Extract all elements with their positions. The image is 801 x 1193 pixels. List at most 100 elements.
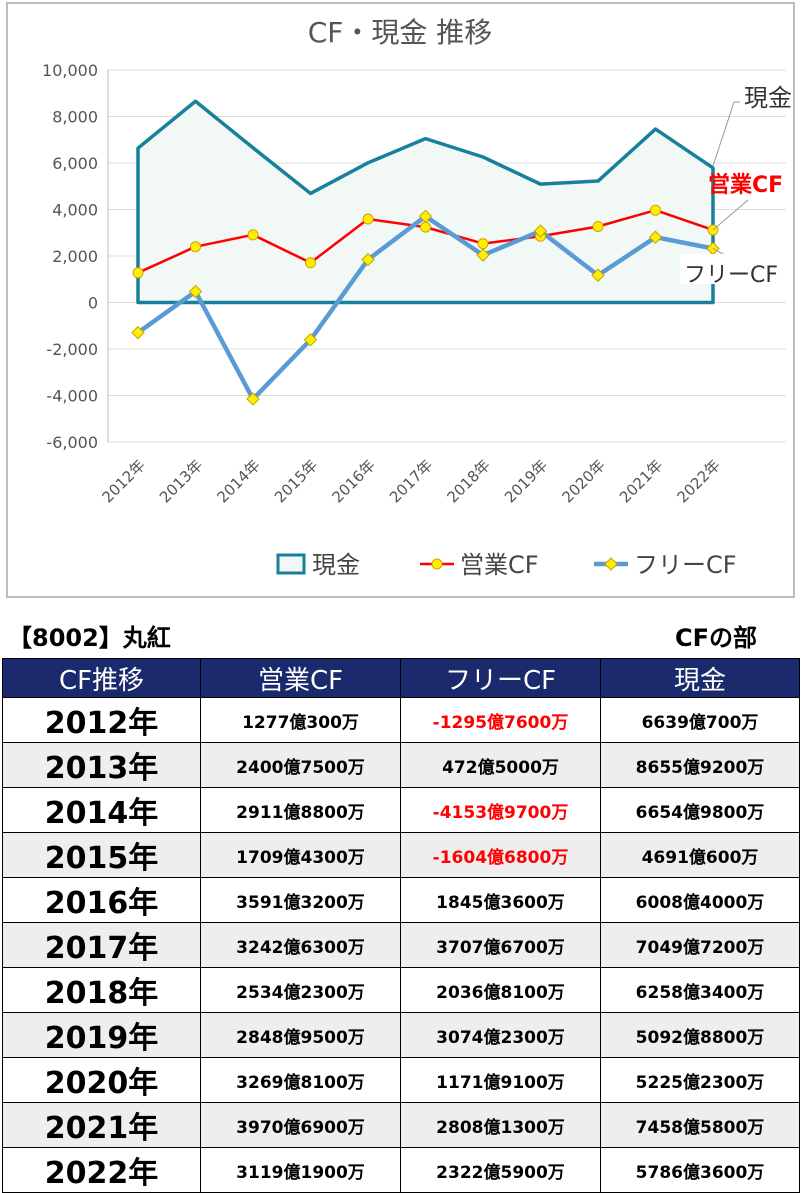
annotation-label: フリーCF [684,263,778,288]
year-cell: 2022年 [2,1147,201,1193]
cash-cell: 7049億7200万 [600,922,800,968]
operating-cf-cell: 3119億1900万 [200,1147,401,1193]
point-free-cf [303,333,318,347]
operating-cf-cell: 1277億300万 [200,697,401,743]
free-cf-cell: -1604億6800万 [400,832,601,878]
series-area-cash [136,99,715,305]
free-cf-cell: 2036億8100万 [400,967,601,1013]
table-body: 2012年 1277億300万 -1295億7600万 6639億700万 2013年 2… [2,697,800,1193]
company-title: 【8002】丸紅 [8,624,171,652]
point-operating-cf [190,241,201,253]
y-tick-label: 10,000 [42,61,98,80]
operating-cf-cell: 3970億6900万 [200,1102,401,1148]
x-tick-label: 2017年 [386,456,436,506]
table-row: 2014年 2911億8800万 -4153億9700万 6654億9800万 [2,787,800,833]
cash-cell: 6639億700万 [600,697,800,743]
x-tick-label: 2022年 [673,456,723,506]
operating-cf-cell: 1709億4300万 [200,832,401,878]
point-free-cf [418,209,433,224]
x-tick-label: 2018年 [443,456,493,506]
year-cell: 2015年 [2,832,201,878]
table-row: 2018年 2534億2300万 2036億8100万 6258億3400万 [2,967,800,1013]
column-header-operating-cf: 営業CF [200,658,401,698]
column-header-cash: 現金 [600,658,800,698]
y-tick-label: 4,000 [52,201,98,220]
year-cell: 2017年 [2,922,201,968]
point-operating-cf [420,221,431,233]
legend-swatch-cash [276,553,306,575]
cash-cell: 5225億2300万 [600,1057,800,1103]
x-tick-label: 2012年 [98,456,148,506]
legend-marker-free-cf [604,557,618,571]
free-cf-cell: 3707億6700万 [400,922,601,968]
table-row: 2016年 3591億3200万 1845億3600万 6008億4000万 [2,877,800,923]
point-free-cf [648,230,663,244]
cf-cash-chart: CF・現金 推移 10,000 8,000 6,000 4,000 2,000 0 -2,0… [42,16,792,579]
y-tick-label: 2,000 [52,247,98,266]
y-tick-label: 8,000 [52,108,98,127]
year-cell: 2020年 [2,1057,201,1103]
table-row: 2019年 2848億9500万 3074億2300万 5092億8800万 [2,1012,800,1058]
column-header-period: CF推移 [2,658,201,698]
point-operating-cf [477,238,489,250]
cash-cell: 4691億600万 [600,832,800,878]
free-cf-cell: 3074億2300万 [400,1012,601,1058]
x-tick-label: 2021年 [616,456,666,506]
point-operating-cf [247,229,259,241]
legend: 現金 営業CF フリーCF [276,551,737,579]
cash-cell: 5092億8800万 [600,1012,800,1058]
point-operating-cf [132,267,144,279]
point-free-cf [246,392,260,406]
series-layer [131,99,720,406]
table-row: 2015年 1709億4300万 -1604億6800万 4691億600万 [2,832,800,878]
year-cell: 2013年 [2,742,201,788]
operating-cf-cell: 2534億2300万 [200,967,401,1013]
y-tick-label: -2,000 [46,340,98,359]
table-header-row: CF推移 営業CF フリーCF 現金 [2,658,800,698]
table-row: 2022年 3119億1900万 2322億5900万 5786億3600万 [2,1147,800,1193]
point-free-cf [361,252,375,267]
legend-marker-operating-cf [431,558,443,570]
x-tick-label: 2016年 [328,456,378,506]
cash-cell: 6008億4000万 [600,877,800,923]
x-tick-label: 2019年 [501,456,551,506]
table-row: 2021年 3970億6900万 2808億1300万 7458億5800万 [2,1102,800,1148]
annotation-leader [712,199,749,231]
column-header-free-cf: フリーCF [400,658,601,698]
cash-cell: 6654億9800万 [600,787,800,833]
free-cf-cell: 2322億5900万 [400,1147,601,1193]
free-cf-cell: -4153億9700万 [400,787,601,833]
operating-cf-cell: 3269億8100万 [200,1057,401,1103]
operating-cf-cell: 2848億9500万 [200,1012,401,1058]
y-axis-ticks: 10,000 8,000 6,000 4,000 2,000 0 -2,000 -4,000 -… [42,61,98,452]
point-operating-cf [650,204,661,216]
point-free-cf [533,224,548,238]
year-cell: 2021年 [2,1102,201,1148]
operating-cf-cell: 2400億7500万 [200,742,401,788]
point-free-cf [591,268,605,282]
annotation-bg [680,254,788,284]
legend-label-cash: 現金 [312,551,360,579]
chart-frame: CF・現金 推移 10,000 8,000 6,000 4,000 2,000 0 -2,0… [6,2,795,598]
point-free-cf [131,325,145,340]
annotation-label: 営業CF [708,172,783,198]
free-cf-cell: 1845億3600万 [400,877,601,923]
section-title: CFの部 [674,624,757,652]
free-cf-cell: 1171億9100万 [400,1057,601,1103]
chart-title: CF・現金 推移 [308,16,493,49]
x-tick-label: 2015年 [271,456,321,506]
point-operating-cf [592,220,604,232]
point-operating-cf [362,213,374,225]
x-tick-label: 2014年 [213,456,263,506]
cf-table: CF推移 営業CF フリーCF 現金 2012年 1277億300万 -1295億7… [2,658,800,1193]
y-tick-label: 0 [88,294,98,313]
operating-cf-cell: 3591億3200万 [200,877,401,923]
annotation-leader [712,101,740,167]
free-cf-cell: 472億5000万 [400,742,601,788]
y-tick-label: 6,000 [52,154,98,173]
year-cell: 2019年 [2,1012,201,1058]
table-row: 2020年 3269億8100万 1171億9100万 5225億2300万 [2,1057,800,1103]
table-row: 2013年 2400億7500万 472億5000万 8655億9200万 [2,742,800,788]
y-tick-label: -6,000 [46,433,98,452]
